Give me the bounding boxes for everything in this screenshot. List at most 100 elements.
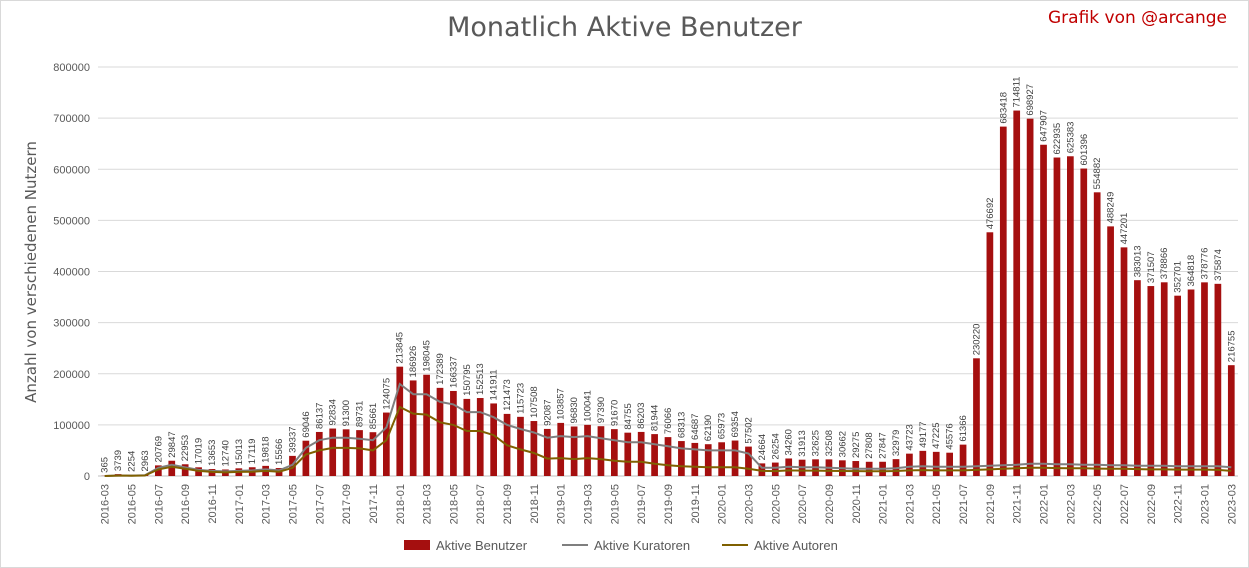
data-label: 57502 xyxy=(743,417,754,443)
bar xyxy=(1067,156,1074,476)
x-tick-label: 2018-07 xyxy=(475,484,487,524)
x-tick-label: 2017-03 xyxy=(261,484,273,524)
bar xyxy=(315,431,323,476)
data-label: 488249 xyxy=(1106,192,1117,224)
data-label: 683418 xyxy=(998,92,1009,124)
data-label: 65973 xyxy=(717,413,728,439)
x-tick-label: 2018-09 xyxy=(502,484,514,524)
data-label: 43723 xyxy=(904,424,915,450)
bar xyxy=(476,398,484,476)
bar xyxy=(718,442,725,476)
data-label: 89731 xyxy=(355,401,366,427)
bar xyxy=(557,422,565,476)
data-label: 121473 xyxy=(502,379,513,411)
x-tick-label: 2017-05 xyxy=(287,484,299,524)
data-labels: 365 3739 2254 2963 20769 29847 22953 17019 13653… xyxy=(100,77,1238,473)
bar xyxy=(1053,157,1061,476)
data-label: 625383 xyxy=(1065,122,1076,154)
data-label: 714811 xyxy=(1012,77,1023,108)
bar xyxy=(932,451,940,476)
data-label: 172389 xyxy=(435,353,446,385)
x-tick-label: 2021-05 xyxy=(931,484,943,524)
data-label: 601396 xyxy=(1079,134,1090,166)
data-label: 647907 xyxy=(1039,110,1050,142)
data-label: 62190 xyxy=(703,415,714,441)
x-tick-label: 2022-07 xyxy=(1119,484,1131,524)
x-tick-label: 2022-03 xyxy=(1065,484,1077,524)
x-tick-label: 2020-01 xyxy=(717,484,729,524)
bar xyxy=(1134,280,1141,476)
x-tick-label: 2023-01 xyxy=(1199,484,1211,524)
data-label: 76066 xyxy=(663,408,674,434)
data-label: 17019 xyxy=(194,438,205,464)
bar xyxy=(463,398,471,476)
bar xyxy=(450,390,457,476)
data-label: 107508 xyxy=(529,386,540,418)
x-tick-label: 2020-09 xyxy=(824,484,836,524)
data-label: 198045 xyxy=(422,340,433,372)
bar xyxy=(999,126,1007,477)
bar xyxy=(691,442,699,476)
y-tick-label: 700000 xyxy=(53,113,90,125)
bar xyxy=(1201,282,1208,476)
data-label: 84755 xyxy=(623,403,634,429)
bar xyxy=(959,444,967,476)
data-label: 45576 xyxy=(945,423,956,449)
x-tick-label: 2016-11 xyxy=(207,484,219,524)
data-label: 49177 xyxy=(918,421,929,447)
series-line xyxy=(104,382,1232,477)
bar xyxy=(664,437,672,476)
data-label: 68313 xyxy=(676,412,687,438)
data-label: 19818 xyxy=(261,436,272,462)
y-axis: 0 100000 200000 300000 400000 500000 600000 700… xyxy=(53,62,90,483)
bar xyxy=(624,432,632,476)
data-label: 115723 xyxy=(515,383,526,414)
data-label: 447201 xyxy=(1119,213,1130,245)
data-label: 364818 xyxy=(1186,255,1197,287)
bar xyxy=(342,429,350,476)
y-tick-label: 800000 xyxy=(53,62,90,74)
x-tick-label: 2019-01 xyxy=(556,484,568,524)
data-label: 26254 xyxy=(770,433,781,459)
bar xyxy=(731,440,739,476)
x-tick-label: 2021-07 xyxy=(958,484,970,524)
data-label: 27808 xyxy=(864,432,875,458)
data-label: 86137 xyxy=(314,403,325,429)
x-tick-label: 2017-07 xyxy=(314,484,326,524)
x-tick-label: 2022-05 xyxy=(1092,484,1104,524)
x-tick-label: 2021-11 xyxy=(1012,484,1024,524)
data-label: 32979 xyxy=(891,430,902,456)
data-label: 69046 xyxy=(301,411,312,437)
y-tick-label: 400000 xyxy=(53,267,90,279)
data-label: 383013 xyxy=(1132,245,1143,277)
data-label: 141911 xyxy=(489,369,500,400)
chart-credit: Grafik von @arcange xyxy=(1048,8,1227,28)
y-tick-label: 300000 xyxy=(53,318,90,330)
data-label: 97390 xyxy=(596,397,607,423)
bar xyxy=(758,463,766,476)
data-label: 150795 xyxy=(462,364,473,396)
bar xyxy=(383,412,390,476)
data-label: 352701 xyxy=(1173,261,1184,293)
bar xyxy=(1093,192,1101,476)
y-axis-label: Anzahl von verschiedenen Nutzern xyxy=(22,141,40,403)
x-tick-label: 2016-09 xyxy=(180,484,192,524)
legend-label: Aktive Benutzer xyxy=(436,538,528,553)
data-label: 166337 xyxy=(448,356,459,388)
data-label: 32508 xyxy=(824,430,835,456)
data-label: 86203 xyxy=(636,403,647,429)
x-tick-label: 2018-03 xyxy=(422,484,434,524)
bar xyxy=(168,460,176,476)
bar xyxy=(906,453,913,476)
data-label: 32625 xyxy=(811,430,822,456)
data-label: 91300 xyxy=(341,400,352,426)
data-label: 69354 xyxy=(730,411,741,437)
bar xyxy=(543,428,551,476)
bar xyxy=(369,432,377,476)
data-label: 15013 xyxy=(234,439,245,465)
data-label: 22953 xyxy=(180,435,191,461)
bar xyxy=(1227,365,1235,476)
bar xyxy=(1026,118,1034,476)
legend-swatch xyxy=(404,540,430,550)
